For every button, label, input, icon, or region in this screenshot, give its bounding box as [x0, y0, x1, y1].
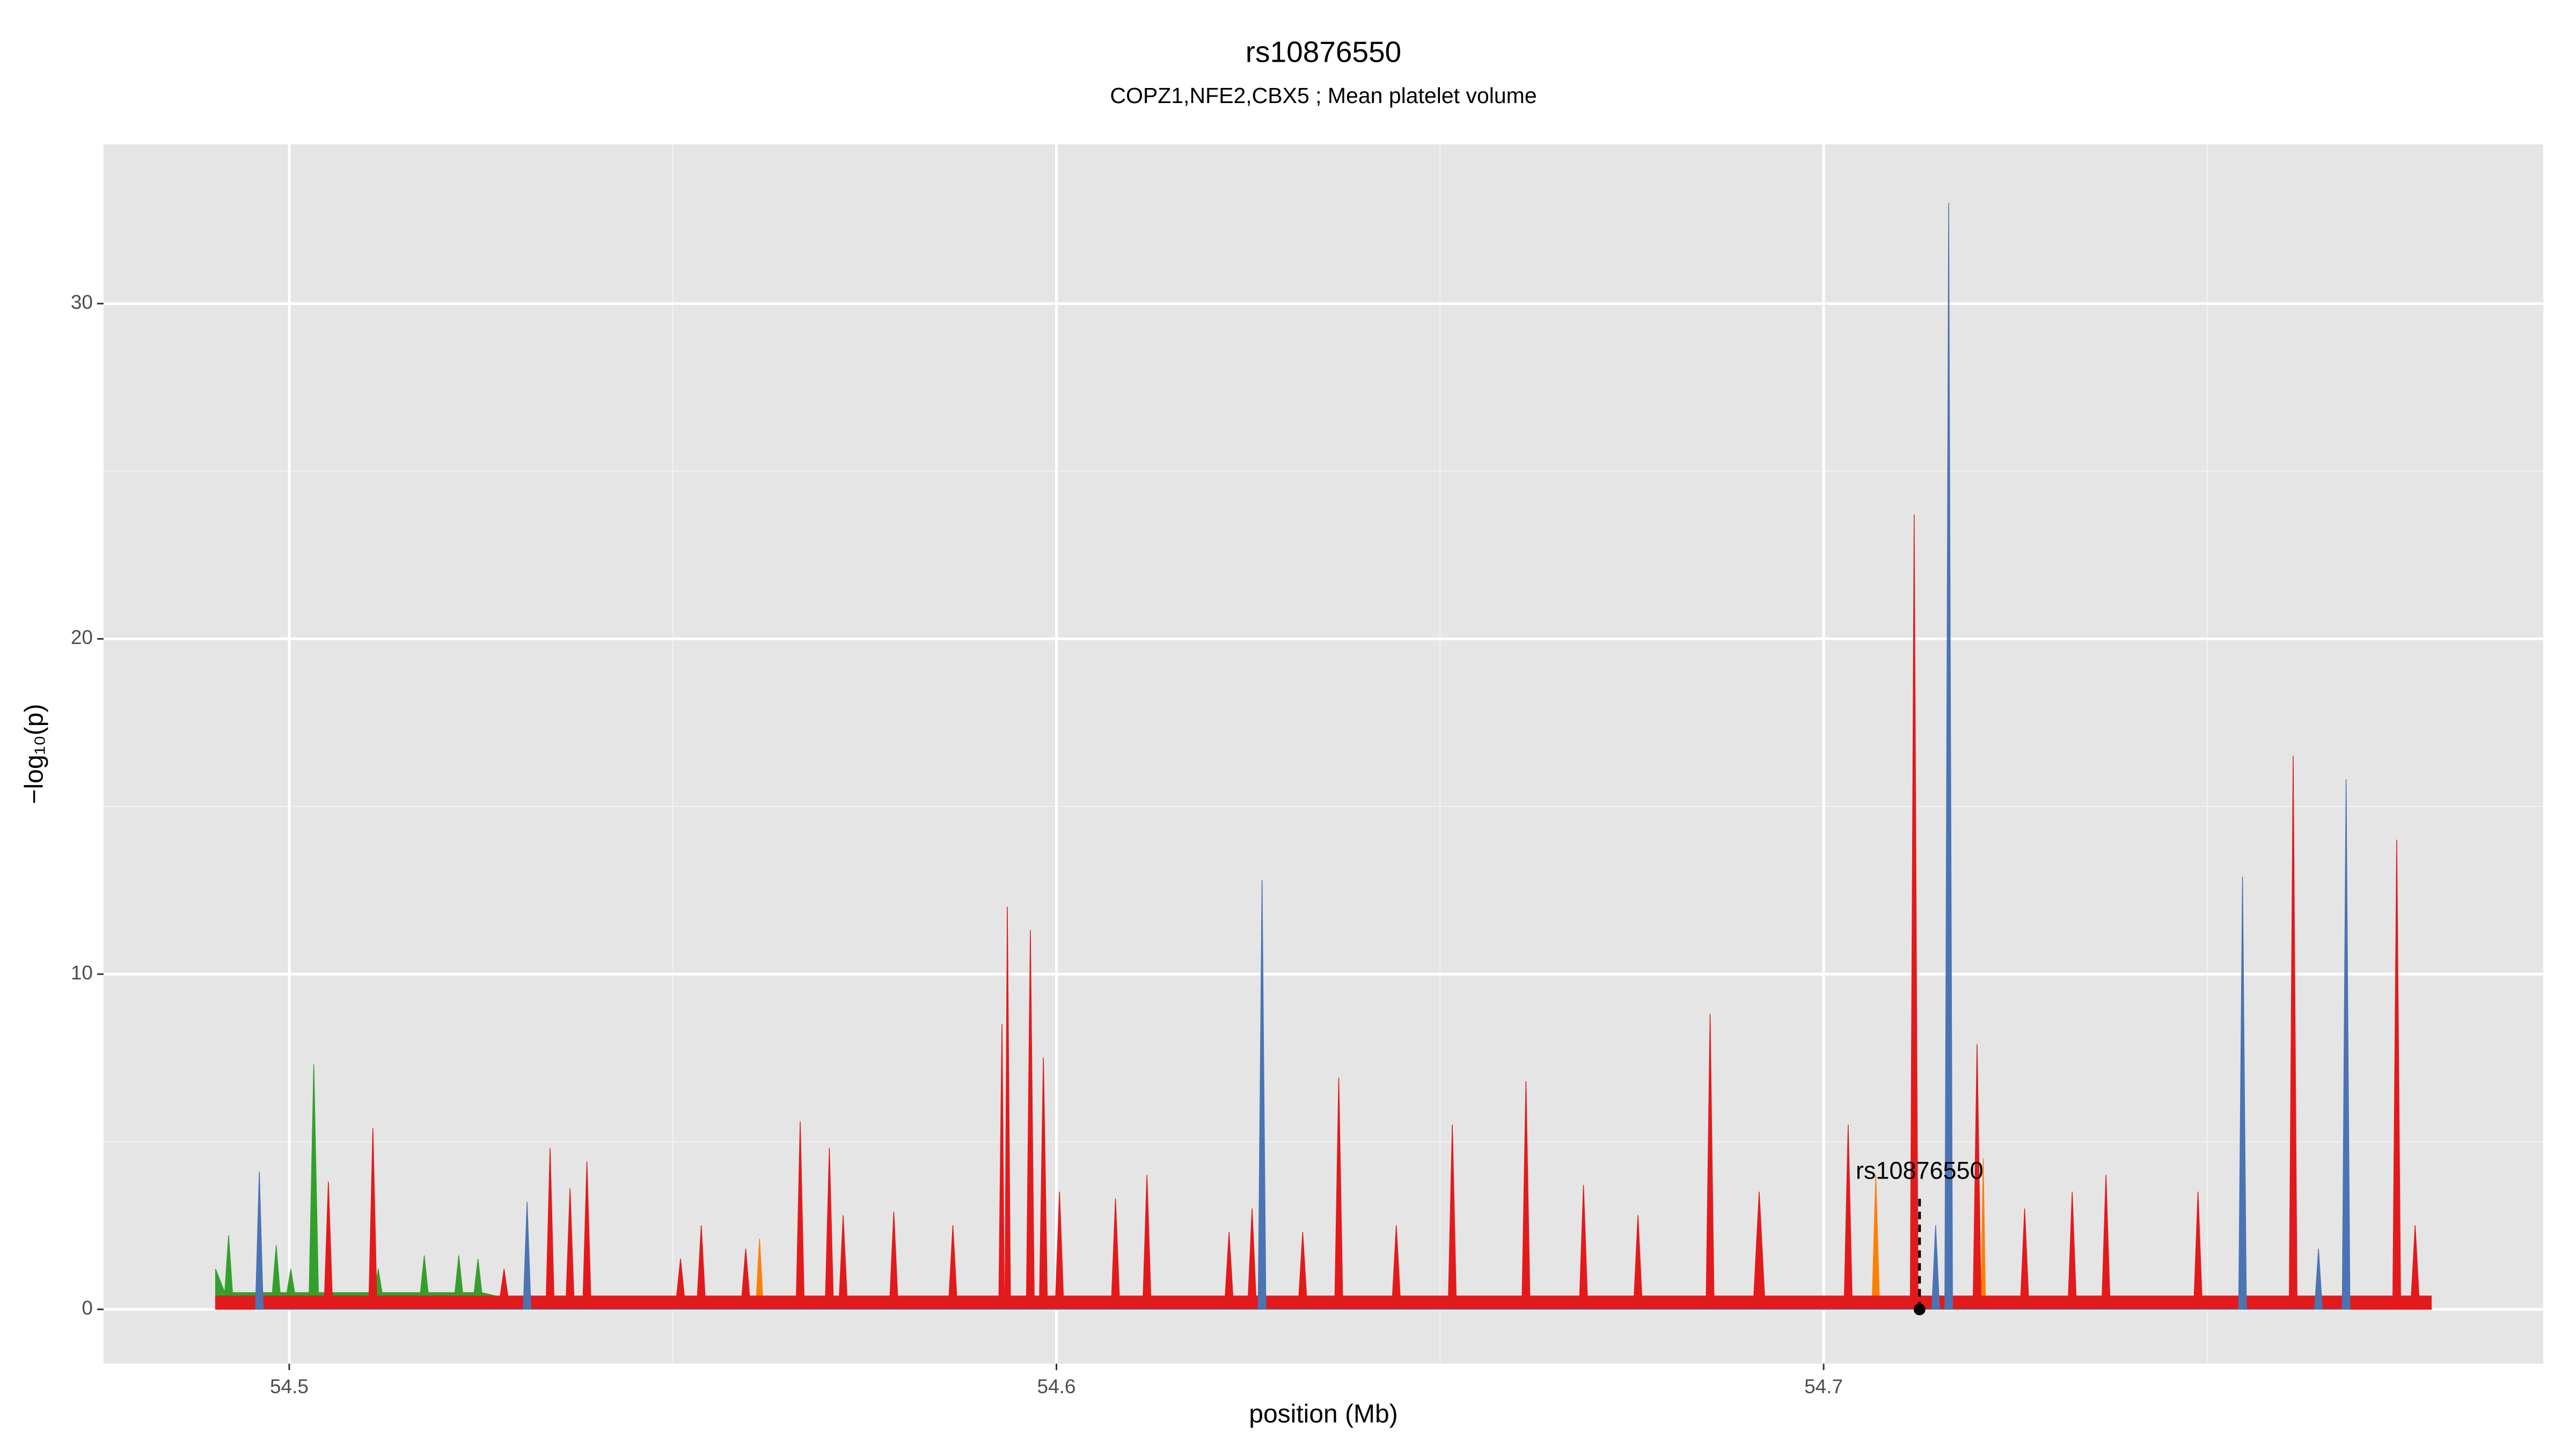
area — [215, 514, 2432, 1310]
chart-subtitle: COPZ1,NFE2,CBX5 ; Mean platelet volume — [1110, 83, 1536, 108]
x-tick-label: 54.5 — [270, 1375, 309, 1397]
chart-title: rs10876550 — [1246, 35, 1402, 69]
area — [255, 202, 2351, 1310]
y-tick-label: 10 — [71, 962, 93, 984]
y-tick-label: 30 — [71, 291, 93, 313]
x-tick-label: 54.7 — [1804, 1375, 1843, 1397]
plot-background — [104, 144, 2543, 1364]
y-axis-label: −log₁₀(p) — [20, 704, 49, 804]
x-axis-label: position (Mb) — [1249, 1400, 1397, 1429]
annotation-label: rs10876550 — [1856, 1157, 1984, 1184]
area — [755, 1158, 1986, 1310]
annotation-point — [1913, 1303, 1926, 1315]
x-tick-label: 54.6 — [1037, 1375, 1076, 1397]
y-tick-label: 0 — [82, 1297, 93, 1319]
y-tick-label: 20 — [71, 626, 93, 648]
